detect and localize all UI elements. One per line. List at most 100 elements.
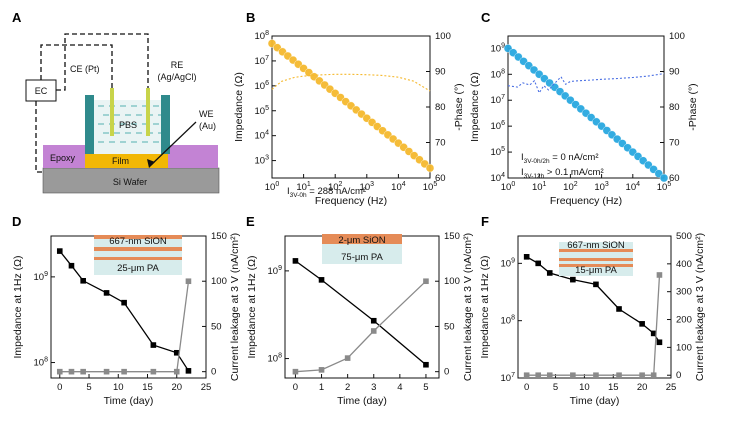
y-right-tick-label: 500 (676, 231, 692, 242)
annotation-c2-value: > 0.1 mA/cm² (544, 167, 603, 178)
y-right-axis-label: -Phase (°) (453, 83, 465, 130)
y-tick-label: 106 (255, 80, 270, 92)
y-axis-label: Impedance at 1Hz (Ω) (246, 256, 258, 359)
y-right-tick-label: 80 (435, 102, 446, 113)
inset-f-sion-layer-1 (559, 249, 633, 252)
y-right-tick-label: 0 (676, 370, 681, 381)
impedance-point (570, 276, 576, 283)
x-tick-label: 100 (501, 181, 516, 193)
leakage-point (80, 368, 86, 375)
impedance-point (150, 342, 157, 348)
x-axis-label: Frequency (Hz) (550, 195, 622, 207)
x-tick-label: 3 (371, 382, 376, 393)
y-right-axis-label: -Phase (°) (687, 83, 699, 130)
chart-e-impedance-vs-time: 0 1 2 3 4 5 108 109 0 50 100 150 Time (day) Impedance… (246, 231, 474, 407)
y-right-tick-label: 400 (676, 259, 692, 270)
x-tick-label: 105 (423, 181, 438, 193)
leakage-point (639, 372, 645, 379)
annotation-b: I3V-0h = 288 nA/cm² (287, 186, 366, 199)
inset-f-sion-layer-3 (559, 264, 633, 267)
y-right-tick-label: 100 (676, 342, 692, 353)
x-tick-label: 5 (86, 382, 91, 393)
ce-electrode (110, 88, 114, 136)
y-right-axis-label: Current leakage at 3 V (nA/cm²) (694, 233, 706, 381)
inset-f-top-label: 667-nm SiON (567, 240, 625, 251)
x-tick-label: 20 (637, 382, 648, 393)
leakage-point (173, 368, 180, 375)
inset-d-sion-layer-2 (94, 247, 182, 251)
y-right-tick-label: 100 (444, 276, 460, 287)
y-tick-label: 108 (268, 353, 283, 365)
inset-d-background (94, 235, 182, 275)
leakage-point (593, 372, 599, 379)
x-tick-label: 103 (594, 181, 609, 193)
si-wafer-layer (42, 167, 220, 194)
leakage-series-line (59, 281, 190, 373)
re-label-line2: (Ag/AgCl) (157, 72, 196, 82)
y-tick-label: 105 (491, 146, 506, 158)
well-wall-right (161, 95, 170, 154)
impedance-series-line (295, 260, 427, 366)
y-right-tick-label: 0 (211, 367, 216, 378)
y-tick-label: 109 (501, 257, 516, 269)
annotation-c2: I3V-12h > 0.1 mA/cm² (521, 167, 604, 180)
annotation-c1-value: = 0 nA/cm² (550, 152, 599, 163)
y-right-tick-label: 100 (211, 276, 227, 287)
y-right-axis-label: Current leakage at 3 V (nA/cm²) (229, 233, 241, 381)
x-axis-label: Time (day) (104, 395, 154, 407)
film-label: Film (112, 156, 129, 166)
si-wafer-label: Si Wafer (113, 177, 147, 187)
x-tick-label: 4 (397, 382, 402, 393)
impedance-point (173, 349, 180, 356)
y-tick-label: 108 (34, 357, 49, 369)
y-right-tick-label: 90 (435, 67, 446, 78)
y-right-tick-label: 150 (444, 231, 460, 242)
leakage-point (656, 272, 663, 278)
impedance-point (292, 258, 299, 264)
y-right-tick-label: 200 (676, 315, 692, 326)
y-tick-label: 107 (255, 55, 270, 67)
impedance-point (535, 260, 542, 267)
phase-series-line (507, 73, 665, 94)
x-tick-label: 104 (391, 181, 406, 193)
leakage-point (423, 278, 429, 285)
y-axis-label: Impedance at 1Hz (Ω) (12, 256, 24, 359)
annotation-c1-prefix: I (521, 152, 524, 163)
chart-f-impedance-vs-time: 0 5 10 15 20 25 107 108 109 0 100 200 300 400 500 Time … (479, 231, 706, 407)
y-right-tick-label: 150 (211, 231, 227, 242)
panel-letter-c: C (481, 10, 491, 25)
x-tick-label: 100 (265, 181, 280, 193)
impedance-point (523, 254, 530, 260)
impedance-point (121, 299, 127, 306)
leakage-point (56, 368, 63, 375)
leakage-point (344, 355, 351, 361)
x-tick-label: 0 (293, 382, 298, 393)
leakage-series-line (295, 280, 427, 373)
x-tick-label: 5 (553, 382, 558, 393)
inset-f-sion-layer-2 (559, 258, 633, 261)
x-tick-label: 102 (563, 181, 578, 193)
y-axis-label: Impedance (Ω) (469, 72, 481, 142)
y-right-tick-label: 300 (676, 287, 692, 298)
panel-letter-f: F (481, 214, 489, 229)
epoxy-label: Epoxy (50, 153, 76, 163)
x-axis-label: Time (day) (337, 395, 387, 407)
x-tick-label: 102 (328, 181, 343, 193)
x-tick-label: 10 (579, 382, 590, 393)
epoxy-left (43, 145, 85, 168)
impedance-point (318, 277, 325, 283)
we-arrow-head (147, 159, 155, 168)
impedance-point (423, 361, 429, 368)
impedance-point (593, 281, 599, 288)
y-tick-label: 105 (255, 105, 270, 117)
ce-label: CE (Pt) (70, 64, 100, 74)
inset-e: 2-μm SiON 75-μm PA (322, 234, 402, 264)
phase-series-line (271, 73, 431, 92)
y-right-tick-label: 50 (444, 321, 455, 332)
re-label-line1: RE (171, 60, 184, 70)
inset-f-bottom-label: 15-μm PA (575, 265, 617, 276)
re-electrode (146, 88, 150, 136)
impedance-point (80, 277, 86, 284)
leakage-point (650, 372, 657, 379)
leakage-point (570, 372, 576, 379)
